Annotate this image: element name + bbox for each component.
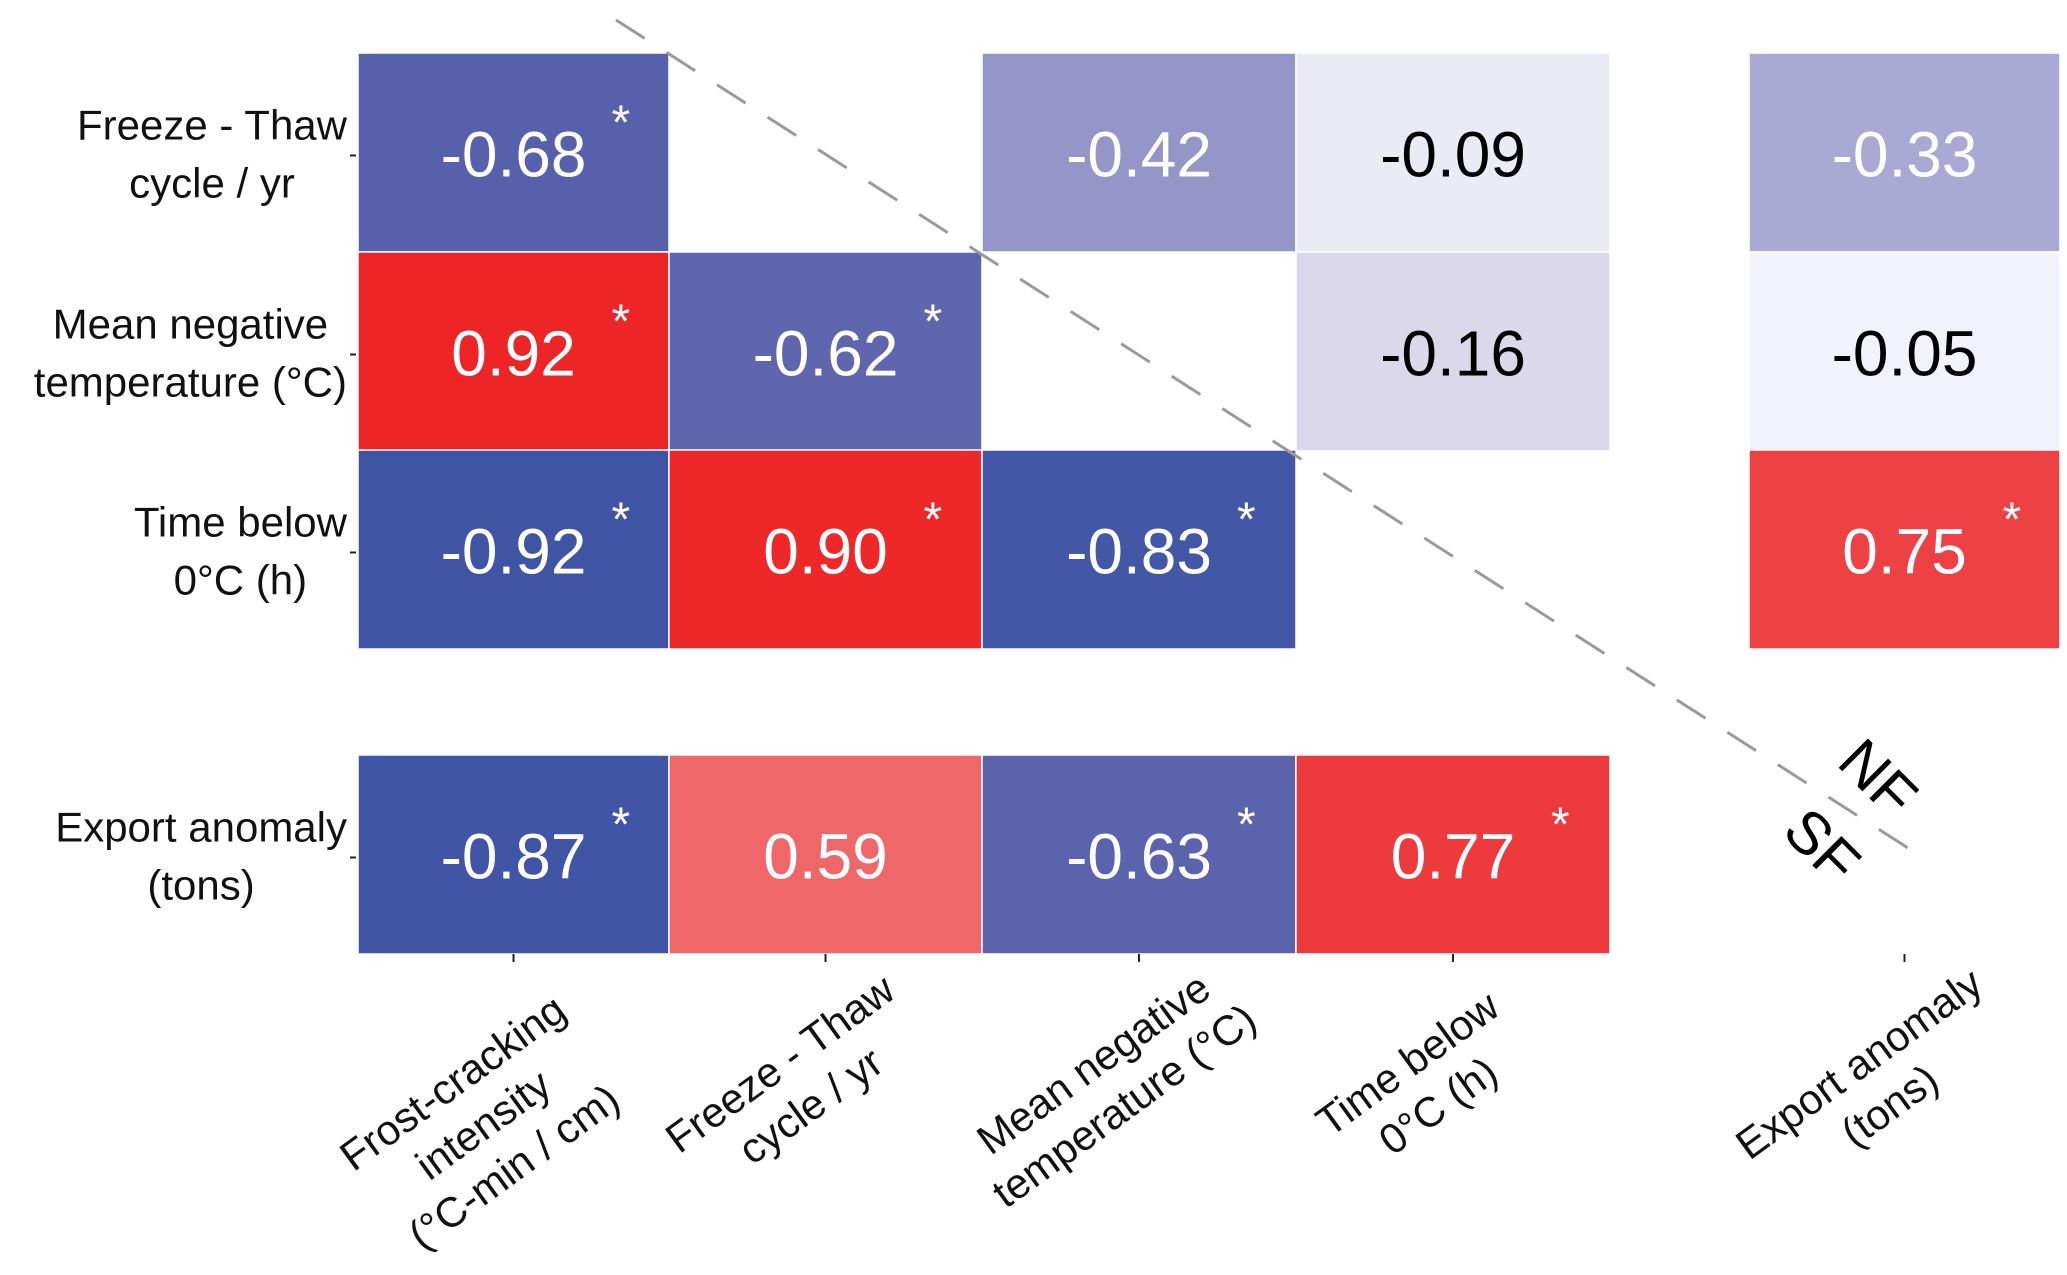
row-label-line: Time below [134, 499, 348, 546]
heatmap-cell [1295, 251, 1611, 452]
significance-marker: * [1237, 494, 1256, 547]
row-label-line: (tons) [147, 862, 254, 909]
heatmap-cell [1748, 251, 2061, 452]
row-label-line: Export anomaly [55, 804, 347, 851]
row-label-line: Freeze - Thaw [77, 102, 348, 149]
cell-value-label: -0.62 [753, 318, 899, 390]
cell-value-label: 0.75 [1842, 516, 1967, 588]
cell-value-label: 0.59 [763, 821, 888, 893]
cell-value-label: -0.33 [1832, 119, 1978, 191]
row-label: Freeze - Thaw cycle / yr [77, 102, 348, 207]
group-label-nf: NF [1826, 726, 1930, 830]
significance-marker: * [924, 494, 943, 547]
row-label-line: temperature (°C) [34, 359, 347, 406]
cell-value-label: -0.63 [1066, 821, 1212, 893]
heatmap-cell [668, 449, 983, 650]
heatmap-cell [357, 52, 670, 253]
cell-value-label: -0.05 [1832, 318, 1978, 390]
heatmap-cell [357, 251, 670, 452]
row-label-line: 0°C (h) [174, 557, 308, 604]
heatmap-cell [1748, 449, 2061, 650]
row-label-line: Mean negative [53, 301, 329, 348]
heatmap-cell [1295, 52, 1611, 253]
cell-value-label: 0.90 [763, 516, 888, 588]
significance-marker: * [1551, 799, 1570, 852]
cell-value-label: -0.42 [1066, 119, 1212, 191]
heatmap-cell [981, 449, 1297, 650]
significance-marker: * [1237, 799, 1256, 852]
significance-marker: * [612, 97, 631, 150]
column-label: Export anomaly(tons) [1727, 959, 1991, 1169]
significance-marker: * [2003, 494, 2022, 547]
significance-marker: * [612, 296, 631, 349]
cell-value-label: -0.16 [1380, 318, 1526, 390]
significance-marker: * [924, 296, 943, 349]
cell-value-label: -0.68 [441, 119, 587, 191]
significance-marker: * [612, 494, 631, 547]
significance-marker: * [612, 799, 631, 852]
heatmap-cell [668, 251, 983, 452]
cell-value-label: -0.92 [441, 516, 587, 588]
cell-value-label: -0.09 [1380, 119, 1526, 191]
heatmap-cell [668, 754, 983, 955]
cell-value-label: -0.87 [441, 821, 587, 893]
labels-layer: Freeze - Thaw cycle / yr Mean negative temp… [34, 102, 1991, 1259]
diagonal-divider [615, 18, 1909, 850]
row-label-line: cycle / yr [129, 160, 295, 207]
group-label-sf: SF [1771, 795, 1873, 897]
cell-value-label: -0.83 [1066, 516, 1212, 588]
cells-layer: -0.68 * -0.42 -0.09 -0.33 0.92 * -0.62 * -0.16 -0.… [357, 52, 2061, 955]
heatmap-cell [357, 449, 670, 650]
cell-value-label: 0.92 [451, 318, 576, 390]
row-label: Time below 0°C (h) [134, 499, 348, 604]
row-label: Export anomaly (tons) [55, 804, 347, 909]
heatmap-cell [1748, 52, 2061, 253]
cell-value-label: 0.77 [1391, 821, 1516, 893]
row-label: Mean negative temperature (°C) [34, 301, 347, 406]
